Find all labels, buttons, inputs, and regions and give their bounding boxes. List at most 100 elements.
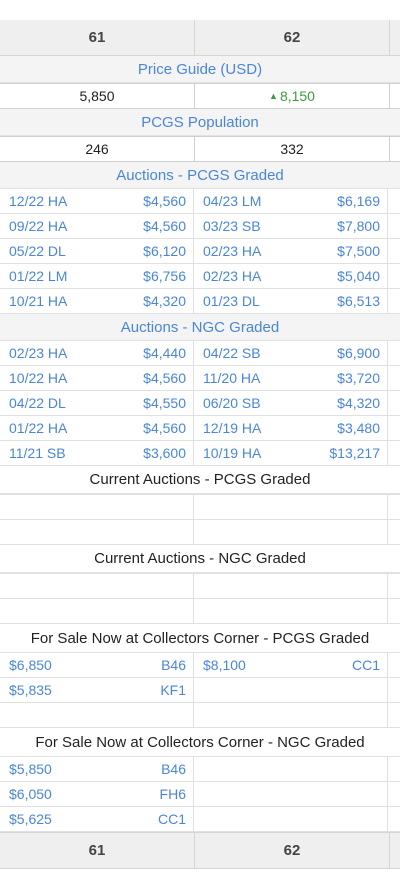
empty-row <box>0 703 400 728</box>
auction-result[interactable]: 04/23 LM $6,169 <box>194 189 388 213</box>
auction-result[interactable]: 01/22 LM $6,756 <box>0 264 194 288</box>
auction-date: 11/20 HA <box>203 370 261 386</box>
for-sale-listing[interactable]: $5,850 B46 <box>0 757 194 781</box>
price-guide-value: 5,850 <box>0 84 195 108</box>
pcgs-population-row: 246 332 <box>0 136 400 162</box>
auction-result[interactable]: 01/22 HA $4,560 <box>0 416 194 440</box>
auction-price: $3,480 <box>337 420 380 436</box>
auction-result[interactable]: 10/22 HA $4,560 <box>0 366 194 390</box>
grade-column-stub <box>390 833 400 868</box>
for-sale-listing[interactable]: $6,850 B46 <box>0 653 194 677</box>
empty-cell <box>0 495 195 519</box>
for-sale-listing[interactable]: $5,625 CC1 <box>0 807 194 831</box>
listing-price: $6,850 <box>9 657 52 673</box>
auction-result[interactable]: 04/22 SB $6,900 <box>194 341 388 365</box>
auction-result[interactable]: 03/23 SB $7,800 <box>194 214 388 238</box>
grade-column-header[interactable]: 62 <box>195 20 390 55</box>
auction-result[interactable]: 02/23 HA $4,440 <box>0 341 194 365</box>
listing-price: $5,625 <box>9 811 52 827</box>
auction-price: $6,756 <box>143 268 186 284</box>
listing-seller: KF1 <box>160 682 186 698</box>
auction-result[interactable]: 10/21 HA $4,320 <box>0 289 194 313</box>
stub-cell <box>390 137 400 161</box>
stub-cell <box>388 289 400 313</box>
auction-row: 12/22 HA $4,560 04/23 LM $6,169 <box>0 189 400 214</box>
listing-seller: CC1 <box>351 657 380 673</box>
auction-price: $3,600 <box>143 445 186 461</box>
auction-date: 09/22 HA <box>9 218 68 234</box>
stub-cell <box>388 757 400 781</box>
auction-price: $13,217 <box>329 445 380 461</box>
grade-column-header[interactable]: 61 <box>0 20 195 55</box>
population-value: 246 <box>0 137 195 161</box>
price-guide-row: 5,850 ▲ 8,150 <box>0 83 400 109</box>
price-guide-title[interactable]: Price Guide (USD) <box>0 56 400 83</box>
grade-column-header[interactable]: 61 <box>0 833 195 868</box>
auction-result[interactable]: 12/22 HA $4,560 <box>0 189 194 213</box>
auction-result[interactable]: 11/21 SB $3,600 <box>0 441 194 465</box>
auction-date: 10/22 HA <box>9 370 68 386</box>
stub-cell <box>388 703 400 727</box>
auction-result[interactable]: 04/22 DL $4,550 <box>0 391 194 415</box>
auction-date: 01/22 LM <box>9 268 68 284</box>
auction-date: 12/19 HA <box>203 420 262 436</box>
auction-result[interactable]: 09/22 HA $4,560 <box>0 214 194 238</box>
auction-price: $4,560 <box>143 193 186 209</box>
auctions-pcgs-title[interactable]: Auctions - PCGS Graded <box>0 162 400 189</box>
auction-date: 02/23 HA <box>203 243 262 259</box>
for-sale-listing[interactable]: $6,050 FH6 <box>0 782 194 806</box>
stub-cell <box>388 416 400 440</box>
empty-cell <box>194 495 389 519</box>
auctions-ngc-title[interactable]: Auctions - NGC Graded <box>0 314 400 341</box>
auction-result[interactable]: 01/23 DL $6,513 <box>194 289 388 313</box>
empty-row <box>0 599 400 624</box>
auction-price: $6,169 <box>337 193 380 209</box>
for-sale-listing[interactable]: $8,100 CC1 <box>194 653 388 677</box>
for-sale-ngc-title: For Sale Now at Collectors Corner - NGC … <box>0 728 400 757</box>
auction-result[interactable]: 05/22 DL $6,120 <box>0 239 194 263</box>
stub-cell <box>388 782 400 806</box>
auction-result[interactable]: 11/20 HA $3,720 <box>194 366 388 390</box>
for-sale-listing <box>194 807 388 831</box>
for-sale-row: $5,850 B46 <box>0 757 400 782</box>
auction-date: 10/19 HA <box>203 445 262 461</box>
auction-date: 04/23 LM <box>203 193 262 209</box>
empty-row <box>0 520 400 545</box>
auctions-pcgs-list: 12/22 HA $4,560 04/23 LM $6,169 09/22 HA $4… <box>0 189 400 314</box>
auction-row: 05/22 DL $6,120 02/23 HA $7,500 <box>0 239 400 264</box>
auction-row: 10/21 HA $4,320 01/23 DL $6,513 <box>0 289 400 314</box>
listing-price: $5,850 <box>9 761 52 777</box>
auction-price: $4,560 <box>143 420 186 436</box>
pcgs-population-title[interactable]: PCGS Population <box>0 109 400 136</box>
stub-cell <box>388 574 400 598</box>
auction-date: 04/22 DL <box>9 395 66 411</box>
listing-price: $8,100 <box>203 657 246 673</box>
stub-cell <box>388 678 400 702</box>
auction-result[interactable]: 02/23 HA $5,040 <box>194 264 388 288</box>
auction-price: $7,800 <box>337 218 380 234</box>
stub-cell <box>388 239 400 263</box>
auction-result[interactable]: 10/19 HA $13,217 <box>194 441 388 465</box>
for-sale-pcgs-title: For Sale Now at Collectors Corner - PCGS… <box>0 624 400 653</box>
auctions-ngc-list: 02/23 HA $4,440 04/22 SB $6,900 10/22 HA $4… <box>0 341 400 466</box>
population-value: 332 <box>195 137 390 161</box>
auction-result[interactable]: 02/23 HA $7,500 <box>194 239 388 263</box>
auction-price: $4,560 <box>143 218 186 234</box>
stub-cell <box>388 214 400 238</box>
for-sale-listing[interactable]: $5,835 KF1 <box>0 678 194 702</box>
listing-seller: B46 <box>161 761 186 777</box>
trend-up-icon: ▲ <box>269 91 278 101</box>
auction-result[interactable]: 12/19 HA $3,480 <box>194 416 388 440</box>
for-sale-row: $6,050 FH6 <box>0 782 400 807</box>
stub-cell <box>388 366 400 390</box>
empty-cell <box>194 703 389 727</box>
auction-result[interactable]: 06/20 SB $4,320 <box>194 391 388 415</box>
auction-date: 02/23 HA <box>9 345 68 361</box>
stub-cell <box>388 441 400 465</box>
listing-seller: FH6 <box>159 786 186 802</box>
empty-cell <box>194 574 389 598</box>
listing-price: $5,835 <box>9 682 52 698</box>
for-sale-listing <box>194 678 388 702</box>
auction-price: $4,550 <box>143 395 186 411</box>
grade-column-header[interactable]: 62 <box>195 833 390 868</box>
